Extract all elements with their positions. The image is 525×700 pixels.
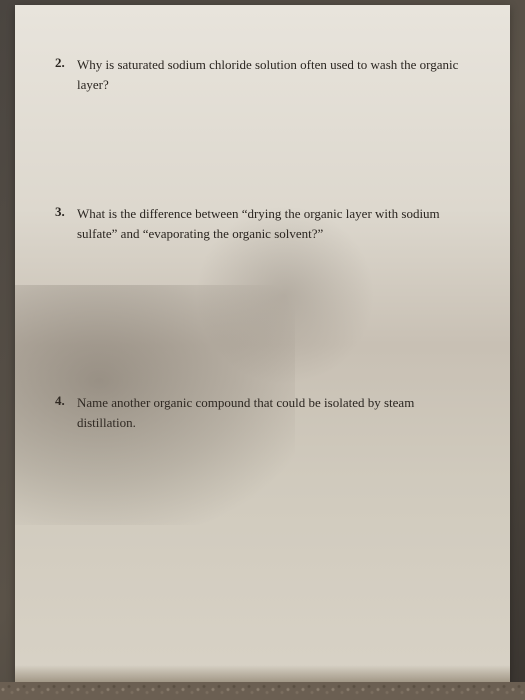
question-item: 4. Name another organic compound that co…: [55, 393, 470, 432]
question-number: 3.: [55, 204, 69, 243]
question-text: What is the difference between “drying t…: [77, 204, 470, 243]
surface-background: [0, 682, 525, 700]
question-text: Why is saturated sodium chloride solutio…: [77, 55, 470, 94]
document-page: 2. Why is saturated sodium chloride solu…: [15, 5, 510, 685]
question-item: 3. What is the difference between “dryin…: [55, 204, 470, 243]
question-text: Name another organic compound that could…: [77, 393, 470, 432]
question-item: 2. Why is saturated sodium chloride solu…: [55, 55, 470, 94]
question-number: 4.: [55, 393, 69, 432]
question-number: 2.: [55, 55, 69, 94]
